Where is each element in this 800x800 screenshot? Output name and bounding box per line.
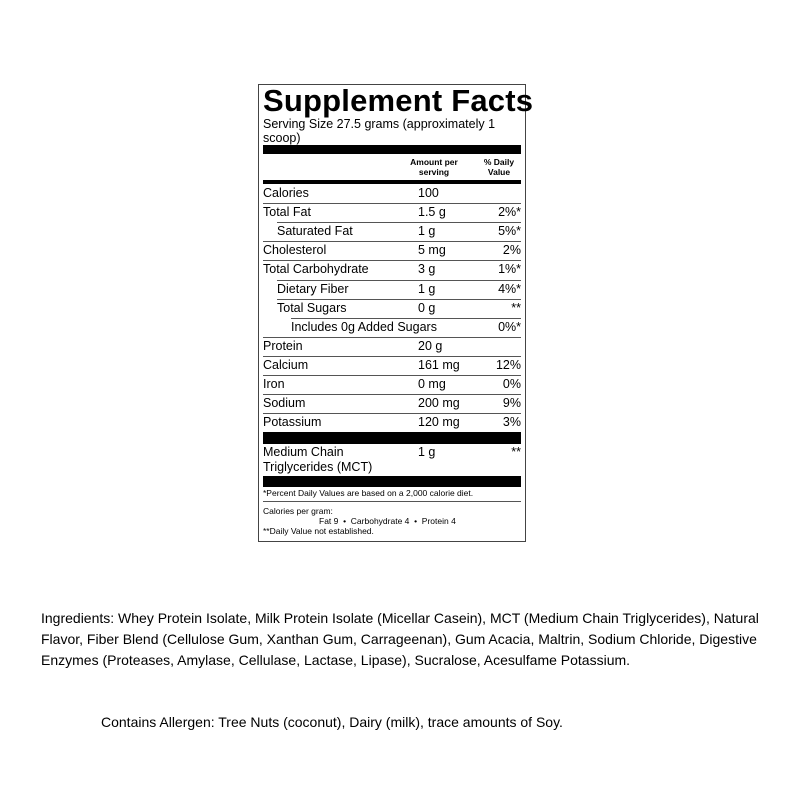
ingredients-text: Ingredients: Whey Protein Isolate, Milk … — [41, 610, 759, 668]
nutrient-daily-value: 5%* — [498, 224, 521, 239]
nutrient-row: Iron 0 mg 0% — [259, 375, 521, 394]
nutrient-amount: 0 mg — [418, 377, 446, 391]
nutrient-daily-value: 1%* — [498, 262, 521, 277]
row-divider — [263, 413, 521, 415]
nutrient-daily-value: 0%* — [498, 319, 521, 334]
nutrient-daily-value: 12% — [495, 357, 521, 372]
calories-breakdown: Fat 9 • Carbohydrate 4 • Protein 4 — [319, 516, 456, 526]
row-divider — [263, 375, 521, 376]
calories-per-gram: Calories per gram: — [263, 506, 333, 516]
nutrient-daily-value: ** — [511, 300, 521, 315]
footnote-not-established: **Daily Value not established. — [263, 526, 374, 536]
mct-daily-value: ** — [511, 445, 521, 459]
nutrient-row: Saturated Fat 1 g 5%* — [259, 222, 521, 241]
nutrient-name: Total Sugars — [277, 300, 347, 315]
nutrient-amount: 200 mg — [418, 396, 460, 411]
nutrient-row: Includes 0g Added Sugars 0%* — [259, 317, 521, 337]
thick-divider — [263, 432, 521, 444]
divider — [263, 501, 521, 502]
nutrient-amount: 1 g — [418, 224, 436, 239]
nutrient-row: Potassium 120 mg 3% — [259, 413, 521, 432]
row-divider — [277, 279, 521, 281]
thick-divider — [263, 145, 521, 154]
nutrient-name: Saturated Fat — [277, 224, 353, 239]
nutrient-name: Calcium — [263, 357, 309, 372]
nutrient-amount: 1 g — [418, 281, 436, 296]
row-divider — [291, 317, 521, 319]
nutrient-daily-value: 0% — [502, 377, 521, 391]
nutrient-name: Total Carbohydrate — [263, 262, 369, 277]
serving-size: Serving Size 27.5 grams (approximately 1… — [263, 117, 496, 145]
nutrient-amount: 0 g — [418, 300, 436, 315]
footnote-daily-values: *Percent Daily Values are based on a 2,0… — [263, 488, 474, 498]
nutrient-row: Sodium 200 mg 9% — [259, 394, 521, 413]
amount-header: Amount per serving — [410, 157, 458, 177]
row-divider — [277, 222, 521, 224]
row-divider — [263, 260, 521, 262]
nutrient-name: Cholesterol — [263, 243, 327, 258]
row-divider — [263, 203, 521, 205]
nutrient-row: Calcium 161 mg 12% — [259, 355, 521, 375]
nutrient-amount: 100 — [418, 186, 439, 200]
supplement-facts-label: Supplement Facts Serving Size 27.5 grams… — [258, 83, 533, 542]
thick-divider — [263, 476, 521, 487]
allergen-text: Contains Allergen: Tree Nuts (coconut), … — [101, 714, 563, 730]
nutrient-name: Iron — [263, 377, 285, 391]
nutrient-name: Potassium — [263, 415, 322, 430]
row-divider — [263, 241, 521, 243]
nutrient-name: Sodium — [263, 396, 306, 411]
nutrient-row: Calories 100 — [259, 184, 521, 203]
nutrient-row: Total Carbohydrate 3 g 1%* — [259, 260, 521, 279]
nutrient-amount: 120 mg — [418, 415, 460, 430]
nutrient-daily-value: 4%* — [498, 281, 521, 296]
nutrient-amount: 3 g — [418, 262, 436, 277]
nutrient-daily-value: 2%* — [498, 205, 521, 220]
label-title: Supplement Facts — [263, 83, 534, 118]
nutrient-name: Protein — [263, 338, 303, 353]
daily-value-header: % Daily Value — [483, 157, 515, 177]
mct-name: Medium Chain Triglycerides (MCT) — [263, 445, 373, 474]
nutrient-name: Dietary Fiber — [277, 281, 349, 296]
row-divider — [277, 298, 521, 300]
nutrient-name: Includes 0g Added Sugars — [291, 319, 437, 334]
nutrient-name: Total Fat — [263, 205, 311, 220]
row-divider — [263, 394, 521, 396]
nutrient-amount: 20 g — [418, 338, 443, 353]
row-divider — [263, 355, 521, 357]
nutrient-daily-value: 2% — [502, 243, 521, 258]
nutrient-row: Total Fat 1.5 g 2%* — [259, 203, 521, 222]
nutrient-daily-value: 3% — [502, 415, 521, 430]
row-divider — [263, 336, 521, 338]
nutrient-row: Total Sugars 0 g ** — [259, 298, 521, 318]
nutrient-amount: 5 mg — [418, 243, 446, 258]
mct-amount: 1 g — [418, 445, 436, 459]
nutrient-amount: 1.5 g — [418, 205, 446, 220]
nutrient-row: Cholesterol 5 mg 2% — [259, 241, 521, 260]
nutrient-row: Dietary Fiber 1 g 4%* — [259, 279, 521, 299]
nutrient-daily-value: 9% — [502, 396, 521, 411]
nutrient-row: Protein 20 g — [259, 336, 521, 356]
header-divider — [263, 180, 521, 184]
nutrient-name: Calories — [263, 186, 309, 200]
nutrient-amount: 161 mg — [418, 357, 460, 372]
